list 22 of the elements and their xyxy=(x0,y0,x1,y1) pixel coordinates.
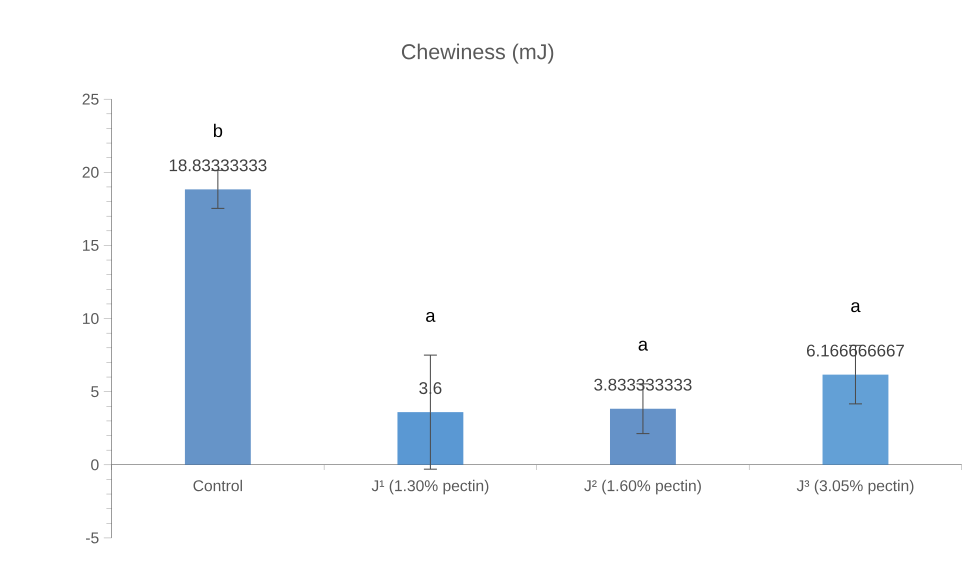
data-label: 3.833333333 xyxy=(594,378,692,390)
y-tick-label: -5 xyxy=(86,532,99,544)
y-tick-label: 10 xyxy=(83,312,99,324)
bar xyxy=(184,189,251,465)
y-tick-label: 20 xyxy=(82,166,99,178)
data-label: 18.83333333 xyxy=(170,159,266,172)
annotation: a xyxy=(851,302,861,312)
bar xyxy=(610,408,676,465)
annotation: a xyxy=(426,312,436,322)
x-tick-label: J² (1.60% pectin) xyxy=(584,480,701,494)
bar xyxy=(397,412,464,465)
y-tick-label: 15 xyxy=(83,240,99,251)
y-tick-label: 25 xyxy=(82,93,99,104)
y-tick-label: 0 xyxy=(91,459,99,470)
x-tick-label: J¹ (1.30% pectin) xyxy=(372,480,488,494)
x-tick-label: J³ (3.05% pectin) xyxy=(796,480,914,494)
annotation: a xyxy=(638,340,648,350)
chart-title: Chewiness (mJ) xyxy=(402,43,554,64)
y-tick-label: 5 xyxy=(91,386,99,397)
x-tick-label: Control xyxy=(194,480,242,492)
annotation: b xyxy=(214,124,222,137)
bar xyxy=(822,374,888,465)
